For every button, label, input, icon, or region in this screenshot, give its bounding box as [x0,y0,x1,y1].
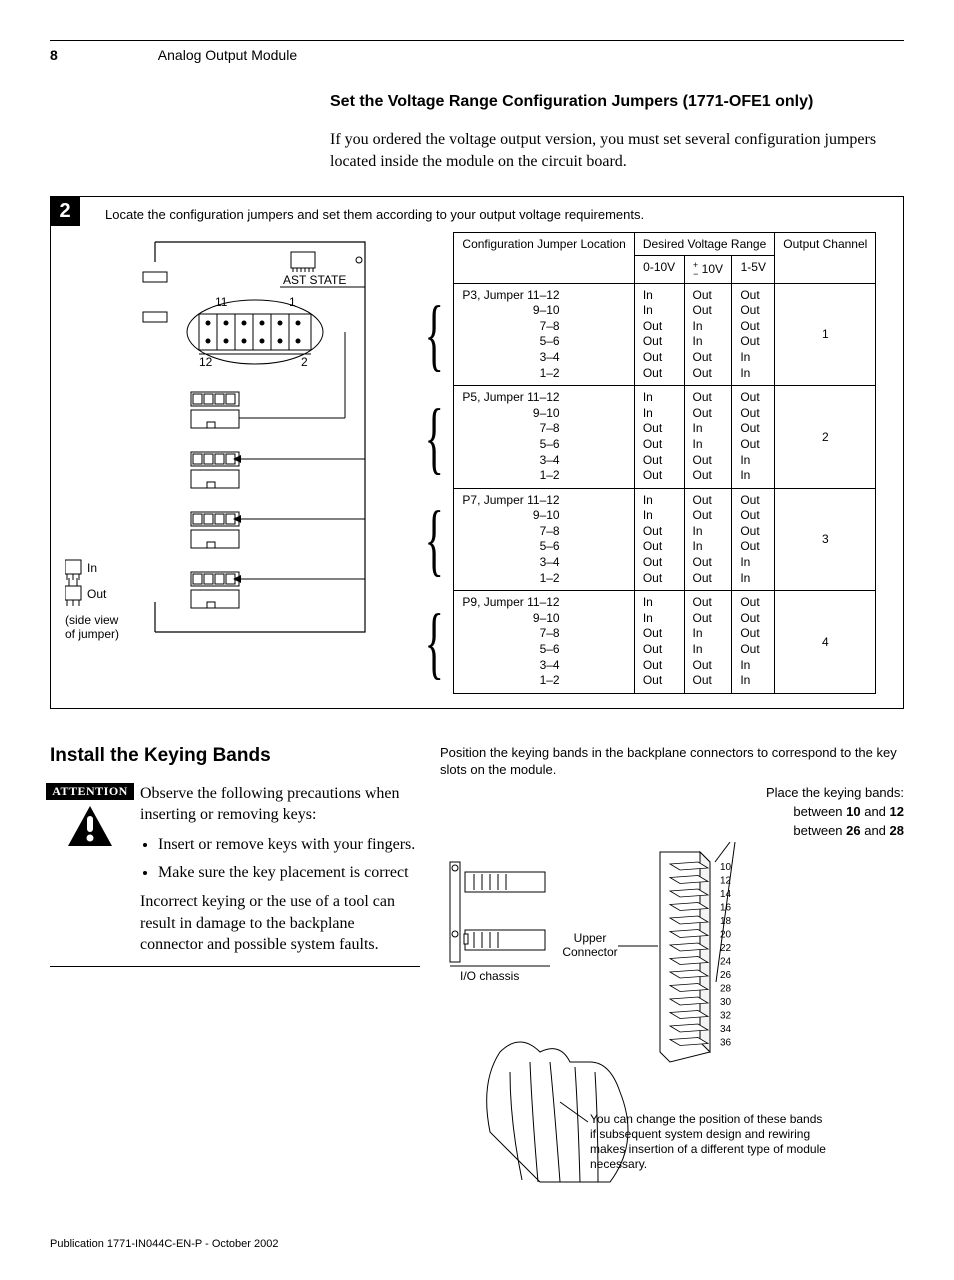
attn-para2: Incorrect keying or the use of a tool ca… [140,891,420,956]
figure-caption: Locate the configuration jumpers and set… [105,207,889,222]
svg-text:of jumper): of jumper) [65,627,119,641]
keying-caption: Position the keying bands in the backpla… [440,745,904,779]
svg-text:36: 36 [720,1037,732,1048]
brace-icon: { [425,603,444,683]
jumper-table: Configuration Jumper Location Desired Vo… [453,232,876,694]
attn-bullet: Make sure the key placement is correct [158,862,420,884]
svg-text:26: 26 [720,970,732,981]
svg-text:1: 1 [289,295,296,309]
svg-text:18: 18 [720,916,732,927]
th-1-5v: 1-5V [732,256,775,283]
svg-text:Connector: Connector [562,945,617,959]
section1-intro: If you ordered the voltage output versio… [330,129,904,172]
svg-text:30: 30 [720,997,732,1008]
svg-text:22: 22 [720,943,732,954]
keying-diagram: I/O chassis 1012141618202224262830323436… [440,842,840,1202]
warning-icon [66,804,114,848]
th-0-10v: 0-10V [634,256,684,283]
table-row: P7, Jumper 11–129–107–85–63–41–2InInOutO… [454,488,876,591]
keying-note: You can change the position of these ban… [590,1112,830,1172]
svg-text:I/O chassis: I/O chassis [460,969,519,983]
section2-heading: Install the Keying Bands [50,745,420,767]
attn-para1: Observe the following precautions when i… [140,783,420,826]
attention-badge: ATTENTION [46,783,134,800]
keying-between1: between 10 and 12 [440,804,904,819]
keying-place: Place the keying bands: [440,785,904,800]
brace-icon: { [425,398,444,478]
svg-text:12: 12 [199,355,213,369]
brace-icon: { [425,500,444,580]
attn-bullet: Insert or remove keys with your fingers. [158,834,420,856]
svg-text:(side view: (side view [65,613,119,627]
page-number: 8 [50,47,58,63]
section1-heading: Set the Voltage Range Configuration Jump… [330,93,904,111]
ast-state-label: AST STATE [283,273,346,287]
svg-text:In: In [87,561,97,575]
th-config: Configuration Jumper Location [454,233,634,283]
header-title: Analog Output Module [158,47,297,63]
circuit-diagram: AST STATE 11 1 12 2 [65,232,385,642]
svg-text:14: 14 [720,889,732,900]
keying-between2: between 26 and 28 [440,823,904,838]
svg-text:11: 11 [215,295,228,309]
brace-icon: { [425,295,444,375]
footer: Publication 1771-IN044C-EN-P - October 2… [50,1238,904,1250]
svg-text:Out: Out [87,587,107,601]
table-row: P9, Jumper 11–129–107–85–63–41–2InInOutO… [454,591,876,694]
th-desired: Desired Voltage Range [634,233,774,256]
svg-text:34: 34 [720,1024,732,1035]
svg-text:10: 10 [720,862,732,873]
svg-text:Upper: Upper [574,931,607,945]
svg-text:32: 32 [720,1010,732,1021]
step-badge: 2 [50,196,80,226]
th-output: Output Channel [775,233,876,283]
table-row: P5, Jumper 11–129–107–85–63–41–2InInOutO… [454,386,876,489]
svg-text:2: 2 [301,355,308,369]
th-pm10v: +− 10V [684,256,732,283]
table-row: P3, Jumper 11–129–107–85–63–41–2InInOutO… [454,283,876,386]
svg-text:24: 24 [720,956,732,967]
svg-text:28: 28 [720,983,732,994]
figure-box: 2 Locate the configuration jumpers and s… [50,196,904,709]
